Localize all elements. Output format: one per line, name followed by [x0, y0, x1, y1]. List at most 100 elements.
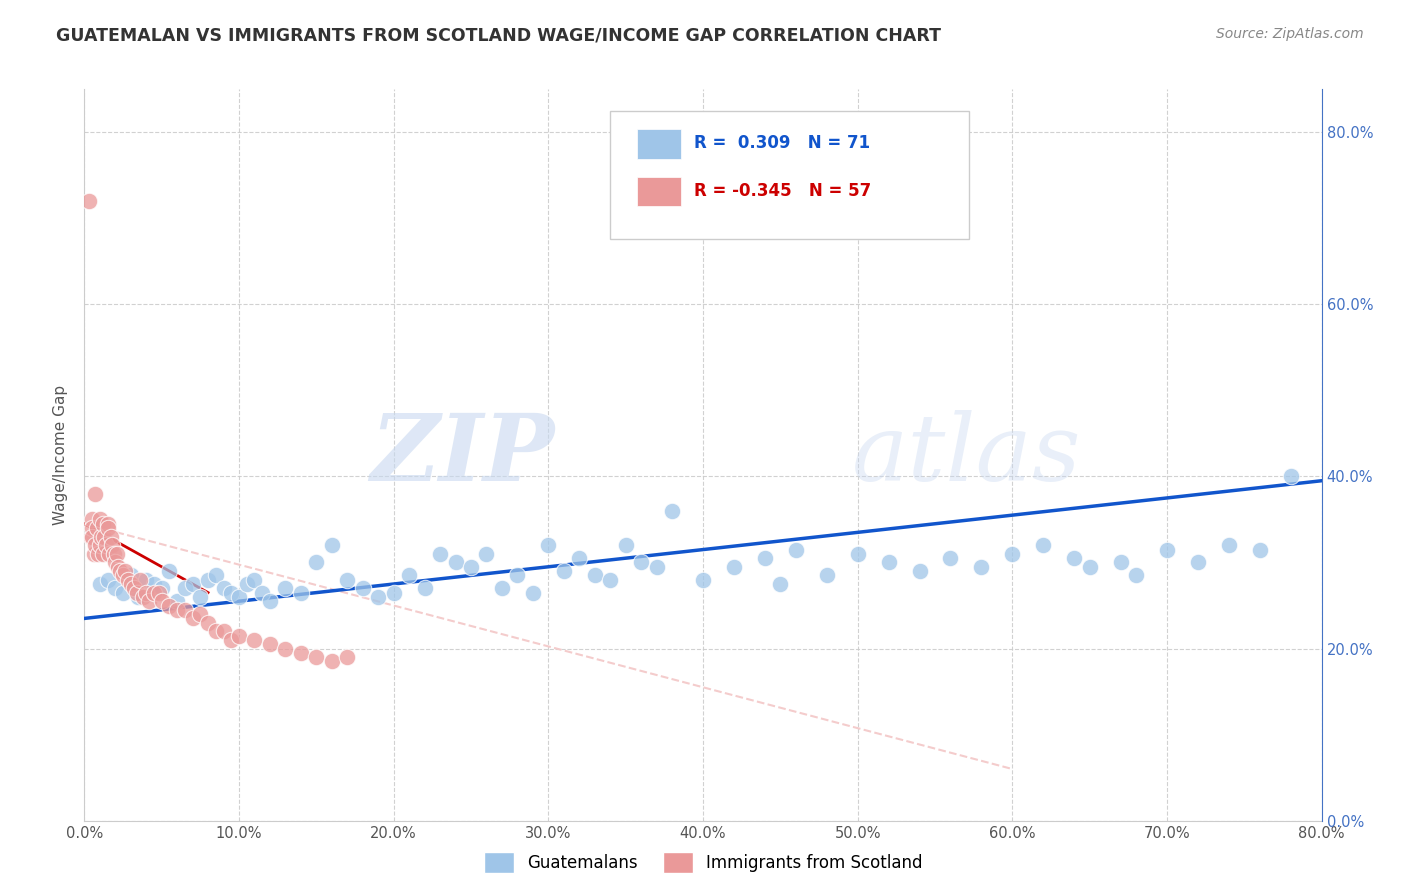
Point	[79, 530, 101, 544]
Point	[166, 603, 188, 617]
Point	[444, 556, 467, 570]
Text: R =  0.309   N = 71: R = 0.309 N = 71	[695, 135, 870, 153]
Point	[84, 538, 107, 552]
Point	[104, 556, 127, 570]
Point	[188, 607, 212, 621]
Point	[367, 590, 389, 604]
Point	[82, 512, 104, 526]
Point	[205, 568, 228, 582]
Point	[221, 585, 243, 599]
Point	[522, 585, 544, 599]
Point	[252, 585, 274, 599]
Point	[89, 538, 111, 552]
Point	[506, 568, 529, 582]
Point	[429, 547, 451, 561]
Point	[112, 568, 135, 582]
Point	[645, 559, 668, 574]
Point	[87, 547, 110, 561]
Point	[108, 564, 131, 578]
Point	[135, 573, 157, 587]
Point	[815, 568, 838, 582]
Point	[460, 559, 482, 574]
Point	[491, 582, 513, 596]
Point	[174, 603, 197, 617]
Point	[91, 516, 114, 531]
Point	[398, 568, 420, 582]
Text: ZIP: ZIP	[370, 410, 554, 500]
Point	[91, 547, 114, 561]
Point	[117, 573, 139, 587]
Point	[1032, 538, 1054, 552]
Point	[132, 590, 155, 604]
FancyBboxPatch shape	[637, 129, 681, 159]
Point	[243, 573, 266, 587]
Point	[259, 594, 281, 608]
Point	[692, 573, 714, 587]
Point	[1001, 547, 1024, 561]
Point	[125, 585, 148, 599]
Point	[321, 538, 343, 552]
Point	[305, 650, 328, 665]
Point	[475, 547, 498, 561]
Point	[1187, 556, 1209, 570]
Point	[89, 577, 111, 591]
Point	[908, 564, 931, 578]
Point	[274, 582, 297, 596]
Point	[97, 573, 120, 587]
Point	[197, 615, 219, 630]
Point	[259, 637, 281, 651]
Point	[568, 551, 591, 566]
Legend: Guatemalans, Immigrants from Scotland: Guatemalans, Immigrants from Scotland	[477, 846, 929, 880]
Point	[128, 590, 150, 604]
Text: GUATEMALAN VS IMMIGRANTS FROM SCOTLAND WAGE/INCOME GAP CORRELATION CHART: GUATEMALAN VS IMMIGRANTS FROM SCOTLAND W…	[56, 27, 941, 45]
Point	[1078, 559, 1101, 574]
Point	[614, 538, 637, 552]
Point	[86, 521, 108, 535]
Point	[305, 556, 328, 570]
Point	[150, 582, 173, 596]
Point	[112, 585, 135, 599]
FancyBboxPatch shape	[637, 177, 681, 206]
Point	[336, 573, 359, 587]
Point	[166, 594, 188, 608]
Point	[97, 516, 120, 531]
Point	[107, 559, 129, 574]
FancyBboxPatch shape	[610, 112, 969, 239]
Point	[352, 582, 374, 596]
Point	[197, 573, 219, 587]
Point	[82, 521, 104, 535]
Point	[1218, 538, 1240, 552]
Point	[82, 530, 104, 544]
Point	[1279, 469, 1302, 483]
Point	[114, 564, 136, 578]
Point	[236, 577, 259, 591]
Point	[769, 577, 792, 591]
Point	[120, 577, 142, 591]
Point	[181, 611, 204, 625]
Point	[143, 585, 166, 599]
Point	[84, 486, 107, 500]
Point	[159, 599, 181, 613]
Point	[212, 624, 235, 639]
Point	[93, 530, 115, 544]
Point	[970, 559, 993, 574]
Point	[1156, 542, 1178, 557]
Point	[148, 585, 170, 599]
Point	[785, 542, 807, 557]
Point	[188, 590, 212, 604]
Point	[599, 573, 621, 587]
Point	[159, 564, 181, 578]
Point	[630, 556, 652, 570]
Point	[336, 650, 359, 665]
Point	[939, 551, 962, 566]
Point	[583, 568, 606, 582]
Point	[274, 641, 297, 656]
Point	[212, 582, 235, 596]
Point	[97, 521, 120, 535]
Point	[413, 582, 436, 596]
Point	[221, 632, 243, 647]
Point	[174, 582, 197, 596]
Point	[100, 530, 122, 544]
Point	[90, 530, 112, 544]
Point	[135, 585, 157, 599]
